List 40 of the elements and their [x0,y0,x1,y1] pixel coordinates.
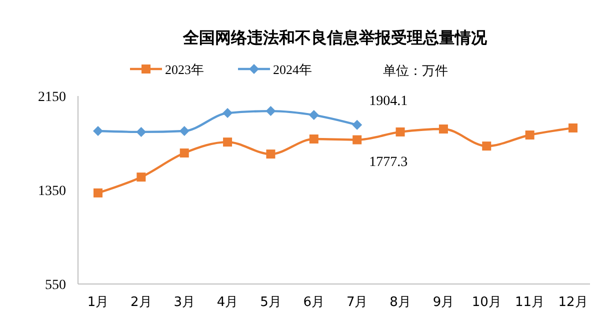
point [136,126,146,137]
annotation: 1777.3 [369,154,408,170]
x-tick-label: 10月 [472,295,502,310]
x-tick-label: 2月 [130,295,152,310]
x-tick-label: 7月 [346,295,368,310]
x-tick-label: 1月 [87,295,109,310]
point [308,110,319,120]
x-tick-label: 5月 [260,295,282,310]
point [438,124,448,134]
point [568,123,578,132]
x-tick-label: 11月 [515,295,545,310]
x-tick-label: 9月 [432,295,454,310]
point [525,130,534,140]
y-tick-label: 1350 [38,184,66,199]
point [179,126,190,136]
legend-label: 2023年 [165,62,204,77]
point [136,172,146,182]
x-tick-label: 3月 [174,295,196,310]
text: 单位：万件 [383,64,448,79]
point [222,108,233,118]
point [223,138,232,147]
point [94,188,102,198]
point [352,120,362,130]
point [180,148,189,158]
y-tick-label: 550 [45,278,66,293]
point [93,126,103,136]
point [396,127,405,136]
legend-label: 2024年 [273,62,312,77]
x-tick-label: 12月 [558,295,588,310]
x-tick-label: 4月 [216,295,238,310]
chart-title: 全国网络违法和不良信息举报受理总量情况 [182,28,488,47]
point [482,142,492,151]
annotation: 1904.1 [369,94,408,109]
point [266,106,276,116]
x-tick-label: 8月 [390,295,411,310]
point [352,135,362,144]
x-tick-label: 6月 [303,295,325,310]
point [309,134,318,144]
y-tick-label: 2150 [38,90,66,105]
point [266,150,276,159]
